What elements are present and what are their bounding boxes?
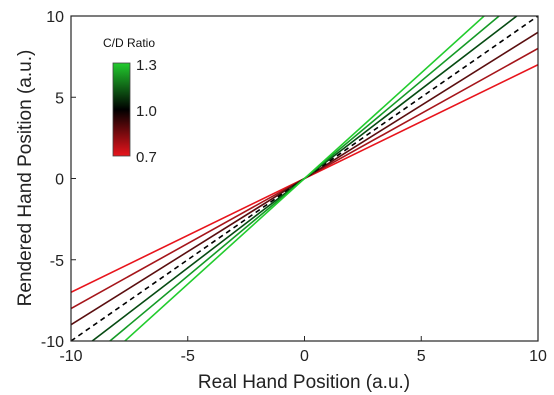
colorbar-gradient <box>112 62 131 157</box>
x-axis: -10 -5 0 5 10 <box>59 336 547 365</box>
y-tick-label-4: 10 <box>46 9 64 26</box>
x-tick-label-4: 10 <box>529 348 547 365</box>
x-tick-label-2: 0 <box>300 348 309 365</box>
x-tick-label-1: -5 <box>181 348 195 365</box>
colorbar-tick-label-mid: 1.0 <box>136 103 157 120</box>
y-tick-label-0: -10 <box>41 334 64 351</box>
series-lines <box>71 16 538 341</box>
y-axis-title: Rendered Hand Position (a.u.) <box>15 50 36 307</box>
colorbar-tick-label-top: 1.3 <box>136 57 157 74</box>
y-tick-label-1: -5 <box>50 253 64 270</box>
x-axis-title: Real Hand Position (a.u.) <box>198 372 410 393</box>
y-tick-label-2: 0 <box>55 172 64 189</box>
colorbar-title: C/D Ratio <box>103 36 155 50</box>
y-axis: -10 -5 0 5 10 <box>41 9 76 351</box>
series-line-3 <box>71 16 538 341</box>
colorbar-tick-label-bottom: 0.7 <box>136 149 157 166</box>
y-tick-label-3: 5 <box>55 90 64 107</box>
x-tick-label-0: -10 <box>59 348 82 365</box>
series-line-6 <box>123 16 486 341</box>
x-tick-label-3: 5 <box>417 348 426 365</box>
colorbar: C/D Ratio 1.3 1.0 0.7 <box>103 36 157 166</box>
